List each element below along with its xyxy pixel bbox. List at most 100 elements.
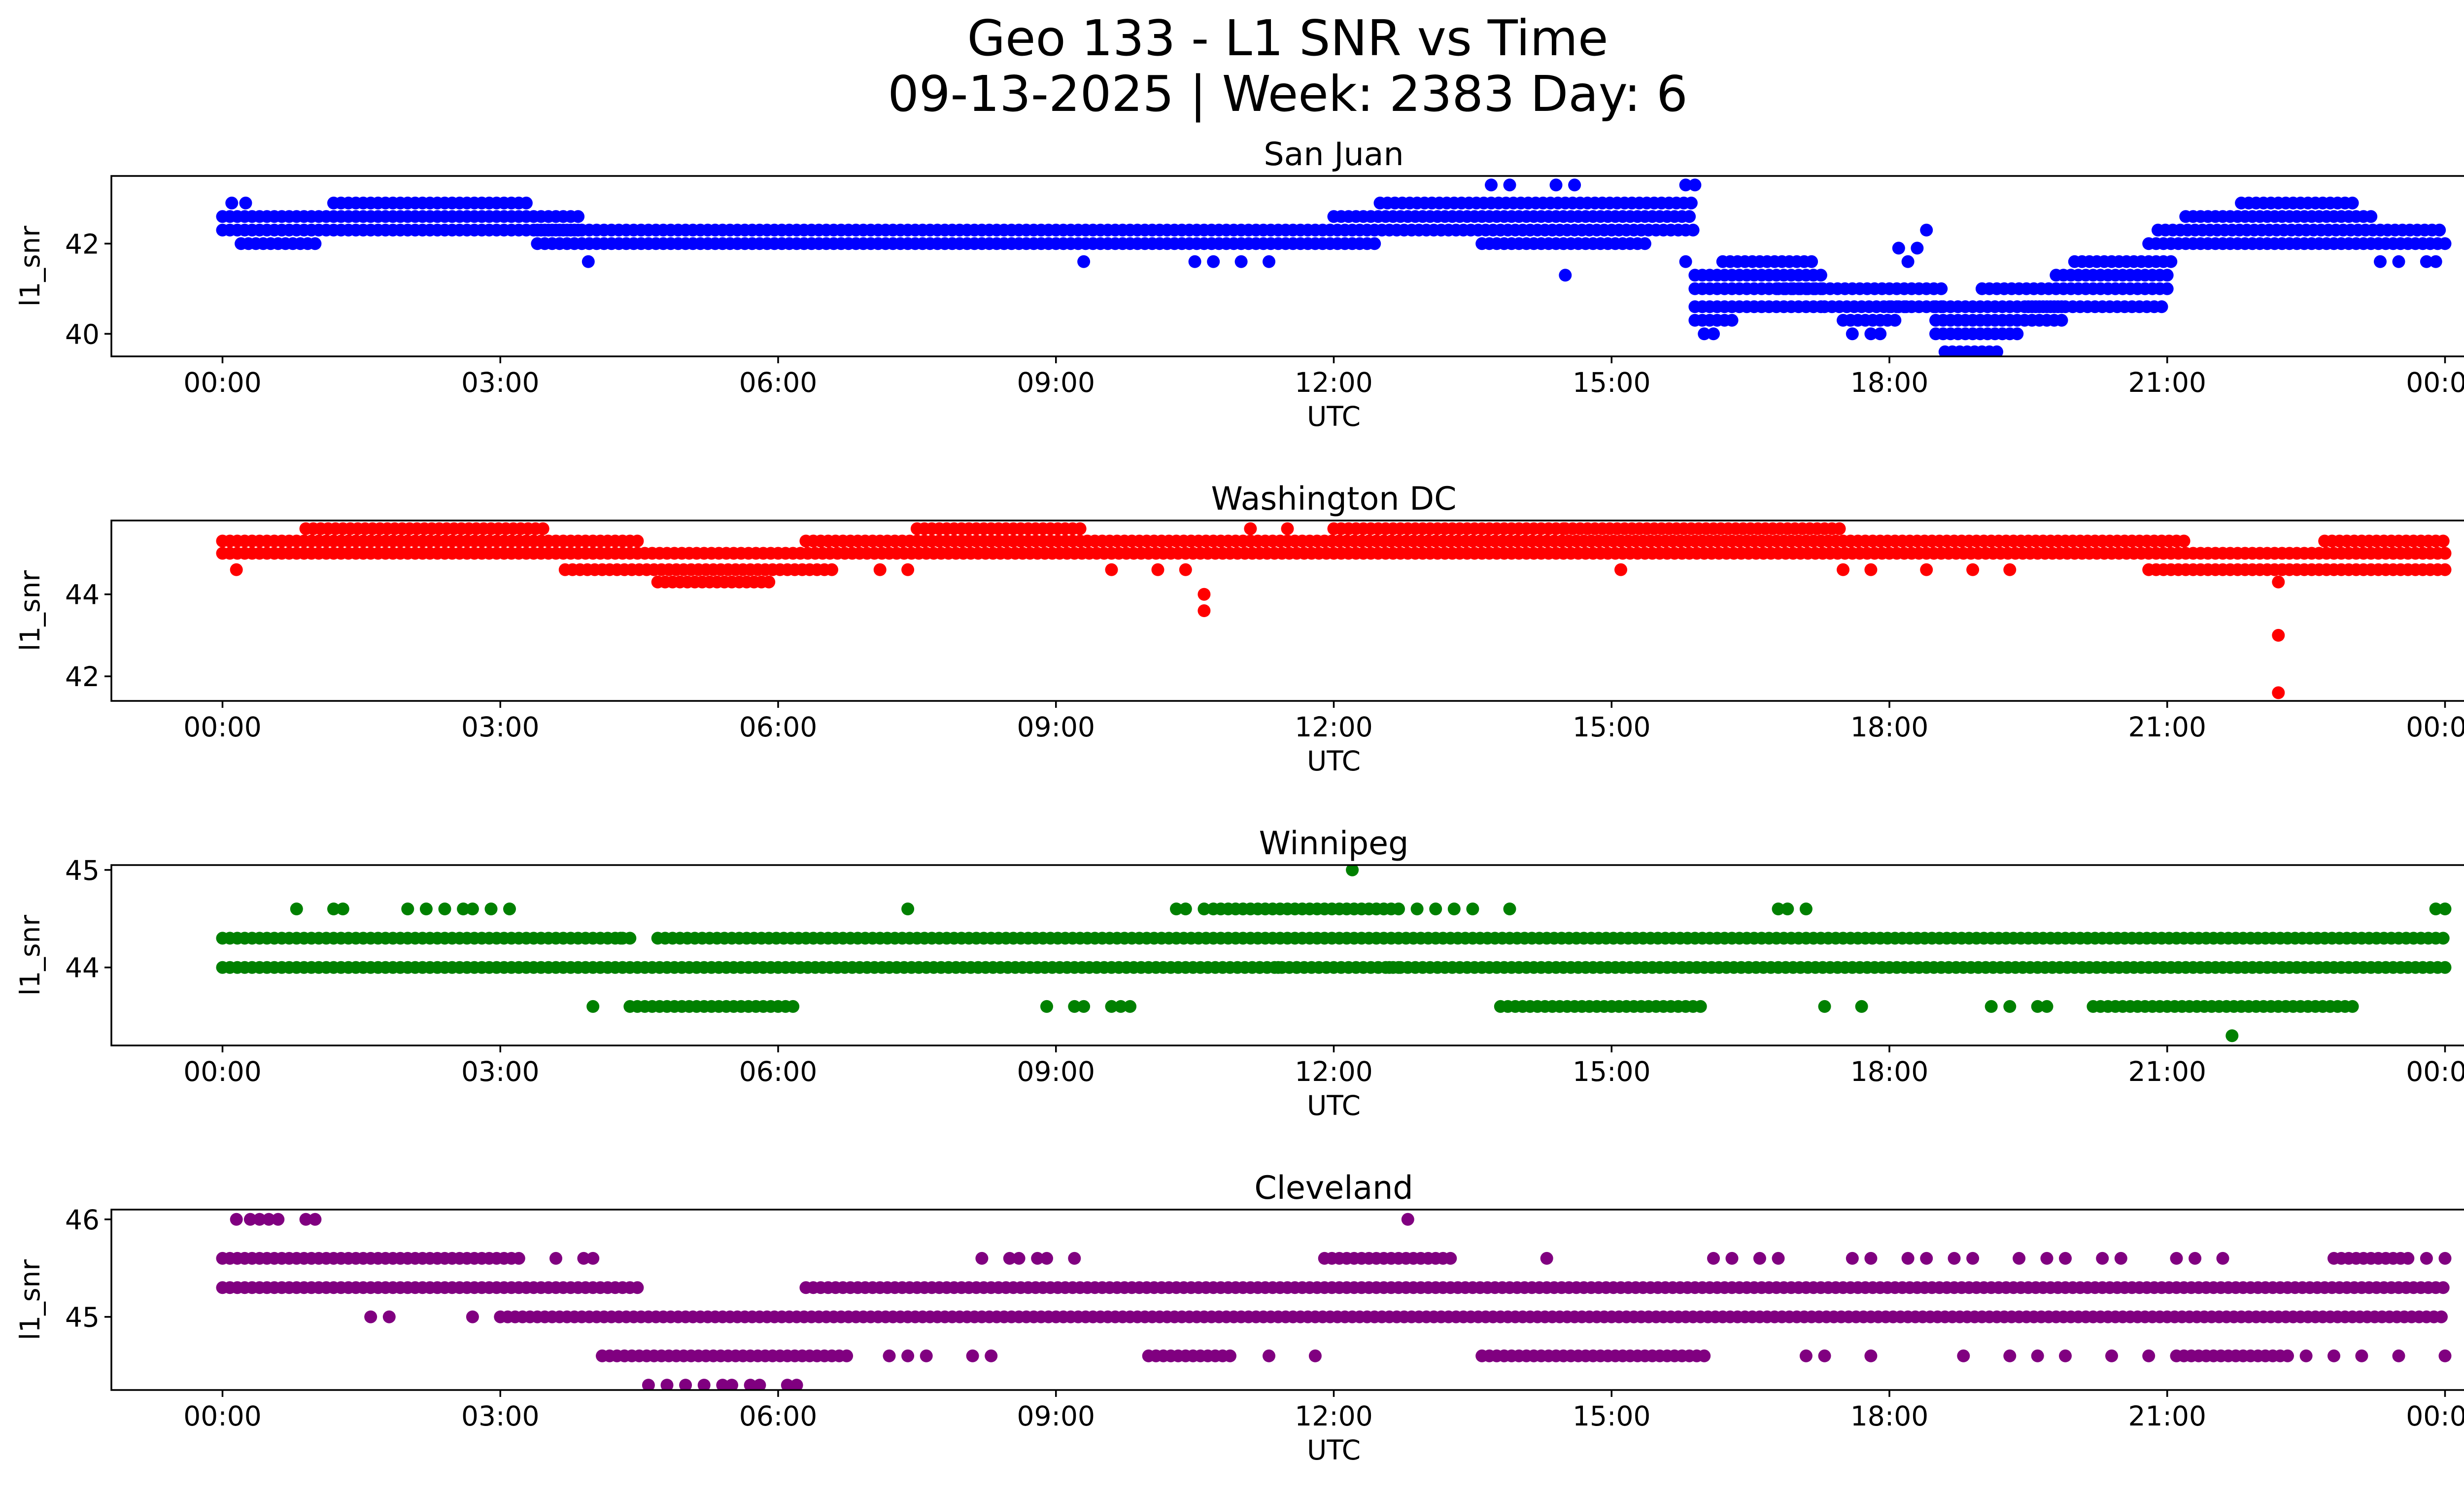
data-point: [1707, 327, 1720, 341]
data-point: [1253, 961, 1266, 974]
data-point: [2216, 1252, 2229, 1265]
data-point: [262, 1213, 275, 1226]
x-tick-label: 15:00: [1573, 1056, 1651, 1087]
data-point: [308, 1213, 322, 1226]
data-point: [1892, 242, 1905, 255]
data-point: [1068, 1252, 1081, 1265]
data-point: [1855, 1000, 1868, 1013]
data-point: [2392, 255, 2405, 268]
data-point: [873, 563, 887, 576]
data-point: [614, 932, 627, 945]
data-point: [2429, 255, 2442, 268]
x-tick-label: 09:00: [1017, 1056, 1095, 1087]
data-point-run: [651, 932, 2450, 945]
data-point: [1833, 522, 1846, 535]
y-tick-label: 40: [65, 318, 100, 350]
data-point-run: [1475, 237, 1651, 250]
data-point: [364, 1310, 377, 1323]
data-point: [299, 1213, 312, 1226]
data-point: [2105, 1349, 2118, 1362]
data-point: [582, 255, 595, 268]
x-tick-label: 21:00: [2128, 1400, 2206, 1432]
x-tick-label: 12:00: [1295, 367, 1373, 398]
x-axis-label: UTC: [1307, 1434, 1361, 1466]
data-point: [1686, 223, 1700, 237]
x-tick-label: 03:00: [461, 367, 540, 398]
data-point: [1429, 903, 1442, 915]
data-point: [2040, 1000, 2053, 1013]
data-point: [253, 1213, 266, 1226]
data-point: [2040, 1252, 2053, 1265]
data-point: [2364, 210, 2378, 223]
data-point: [2059, 1349, 2072, 1362]
data-point-run: [216, 547, 2452, 560]
data-point-run: [531, 223, 1700, 237]
data-point: [1234, 255, 1248, 268]
data-point: [2438, 563, 2452, 576]
x-tick-label: 12:00: [1295, 1400, 1373, 1432]
data-point: [1966, 563, 1980, 576]
axes-frame: [110, 1209, 2464, 1391]
data-point: [966, 1349, 979, 1362]
data-point: [1805, 255, 1818, 268]
data-point: [1151, 563, 1164, 576]
data-point: [753, 1379, 766, 1390]
x-tick-label: 03:00: [461, 711, 540, 743]
x-tick-label: 06:00: [739, 1400, 818, 1432]
data-point: [2374, 255, 2387, 268]
x-tick-label: 18:00: [1850, 367, 1929, 398]
data-point: [1114, 1000, 1128, 1013]
data-point: [1073, 522, 1087, 535]
data-point: [457, 903, 470, 915]
x-axis-label: UTC: [1307, 1090, 1361, 1121]
data-point: [631, 1281, 644, 1294]
data-point-run: [910, 522, 1087, 535]
data-point: [1818, 1000, 1831, 1013]
data-point: [1392, 961, 1405, 974]
x-tick-label: 15:00: [1573, 711, 1651, 743]
subplot-winnipeg: Winnipeg 00:00 03:00 06:00 09:00 12:00 15:00 18…: [14, 825, 2464, 1121]
data-point: [2177, 534, 2190, 548]
data-point-run: [1837, 313, 1902, 327]
x-tick-label: 06:00: [739, 711, 818, 743]
data-point-run: [2318, 534, 2450, 548]
x-tick-label: 06:00: [739, 1056, 818, 1087]
data-point: [1263, 255, 1275, 268]
data-point: [1170, 903, 1183, 915]
x-tick-label: 18:00: [1850, 1056, 1929, 1087]
data-point: [2031, 1349, 2044, 1362]
data-point: [697, 1379, 711, 1390]
data-point: [1290, 961, 1303, 974]
y-axis-label: l1_snr: [14, 570, 46, 651]
data-point: [243, 1213, 257, 1226]
x-tick-label: 03:00: [461, 1056, 540, 1087]
data-point-run: [1975, 282, 2174, 295]
data-point-run: [216, 932, 637, 945]
data-point: [519, 196, 533, 209]
data-point: [1466, 903, 1479, 915]
y-tick-label: 44: [65, 952, 100, 984]
data-point: [230, 563, 243, 576]
data-point: [725, 1379, 738, 1390]
data-point-run: [1318, 1252, 1457, 1265]
data-point: [2420, 1252, 2433, 1265]
data-point-run: [327, 196, 533, 209]
data-point: [1694, 1000, 1707, 1013]
x-tick-label: 00:00: [183, 1056, 262, 1087]
data-point: [308, 237, 322, 250]
data-point: [1920, 223, 1933, 237]
data-point: [642, 1379, 655, 1390]
data-point: [1864, 1252, 1878, 1265]
data-point: [1920, 563, 1933, 576]
subplot-san-juan: San Juan 00:00 03:00 06:00 09:00 12:00 15:00 18…: [14, 136, 2464, 432]
data-point-run: [299, 522, 549, 535]
data-point: [1447, 903, 1461, 915]
data-point-run: [1327, 210, 1696, 223]
data-point: [1068, 1000, 1081, 1013]
data-point-run: [216, 223, 585, 237]
data-point-run: [1142, 1349, 1236, 1362]
data-point: [2225, 1029, 2239, 1043]
data-point: [660, 1379, 674, 1390]
data-point: [1568, 178, 1581, 192]
